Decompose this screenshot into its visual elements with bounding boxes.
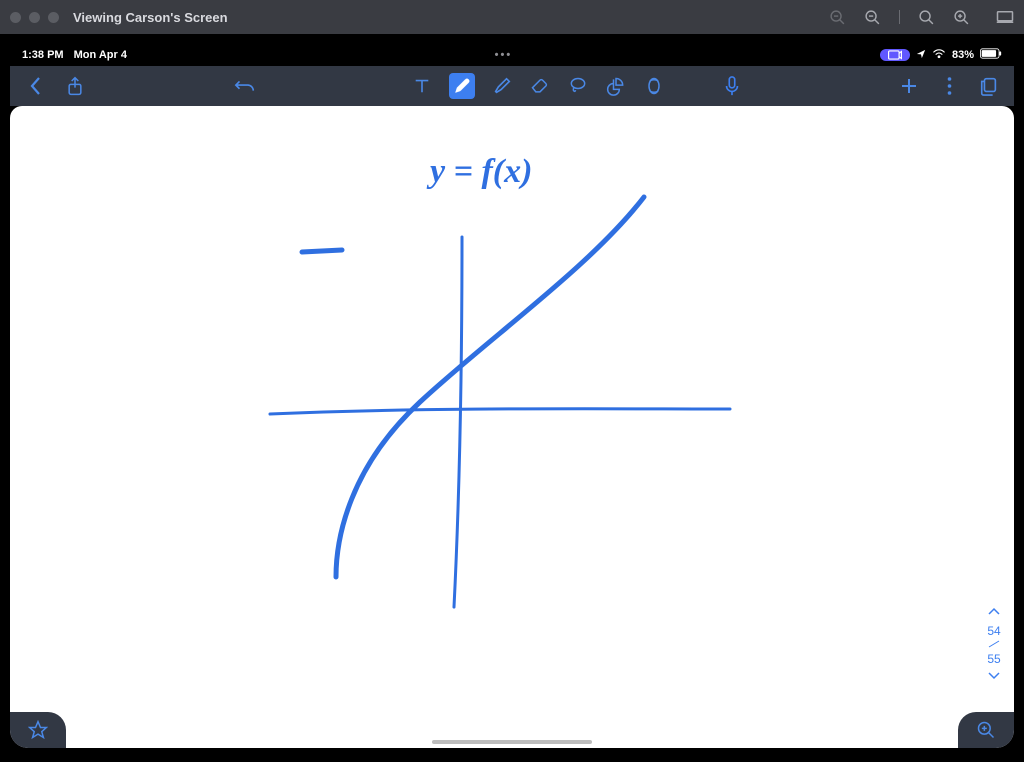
equation-text: y = f(x) (426, 153, 532, 190)
app-toolbar (10, 66, 1014, 106)
wifi-icon (932, 49, 946, 62)
status-date: Mon Apr 4 (74, 49, 127, 61)
traffic-close[interactable] (10, 12, 21, 23)
window-title: Viewing Carson's Screen (73, 10, 228, 25)
multitask-dots-icon[interactable]: ••• (495, 49, 513, 61)
traffic-lights[interactable] (10, 12, 59, 23)
page-navigator[interactable]: 54 55 (980, 602, 1008, 688)
back-icon[interactable] (24, 75, 46, 97)
zoom-in-icon (976, 720, 996, 740)
zoom-in-icon[interactable] (953, 9, 970, 26)
microphone-icon[interactable] (721, 75, 743, 97)
lasso-tool-icon[interactable] (567, 75, 589, 97)
screen-recording-pill[interactable] (880, 49, 910, 61)
ipad-frame: 1:38 PM Mon Apr 4 ••• 83% (10, 44, 1014, 748)
more-icon[interactable] (938, 75, 960, 97)
mac-titlebar: Viewing Carson's Screen (0, 0, 1024, 34)
zoom-fit-icon[interactable] (918, 9, 935, 26)
y-axis-stroke (454, 237, 462, 607)
battery-icon (980, 48, 1002, 62)
location-icon (916, 49, 926, 62)
status-time: 1:38 PM (22, 49, 64, 61)
image-tool-icon[interactable] (643, 75, 665, 97)
canvas[interactable]: y = f(x) 54 55 (10, 106, 1014, 748)
x-axis-stroke (270, 409, 730, 414)
eraser-tool-icon[interactable] (529, 75, 551, 97)
dash-stroke (302, 250, 342, 252)
highlighter-tool-icon[interactable] (491, 75, 513, 97)
zoom-tab[interactable] (958, 712, 1014, 748)
add-icon[interactable] (898, 75, 920, 97)
traffic-minimize[interactable] (29, 12, 40, 23)
ipad-status-bar: 1:38 PM Mon Apr 4 ••• 83% (10, 44, 1014, 66)
curve-stroke (336, 197, 644, 577)
page-up-icon[interactable] (980, 602, 1008, 623)
pages-icon[interactable] (978, 75, 1000, 97)
home-indicator[interactable] (432, 740, 592, 744)
share-icon[interactable] (64, 75, 86, 97)
text-tool-icon[interactable] (411, 75, 433, 97)
page-divider (987, 639, 1001, 649)
battery-percent: 83% (952, 49, 974, 61)
page-down-icon[interactable] (980, 667, 1008, 688)
display-icon[interactable] (996, 10, 1014, 24)
undo-icon[interactable] (234, 75, 256, 97)
traffic-zoom[interactable] (48, 12, 59, 23)
zoom-out-icon[interactable] (864, 9, 881, 26)
page-total: 55 (980, 652, 1008, 666)
zoom-out-disabled-icon (829, 9, 846, 26)
star-icon (28, 720, 48, 740)
pen-tool-icon[interactable] (449, 73, 475, 99)
favorite-tab[interactable] (10, 712, 66, 748)
shape-tool-icon[interactable] (605, 75, 627, 97)
mac-right-icons (829, 9, 1014, 26)
divider (899, 10, 900, 24)
drawing-svg: y = f(x) (10, 106, 1014, 748)
page-current: 54 (980, 624, 1008, 638)
